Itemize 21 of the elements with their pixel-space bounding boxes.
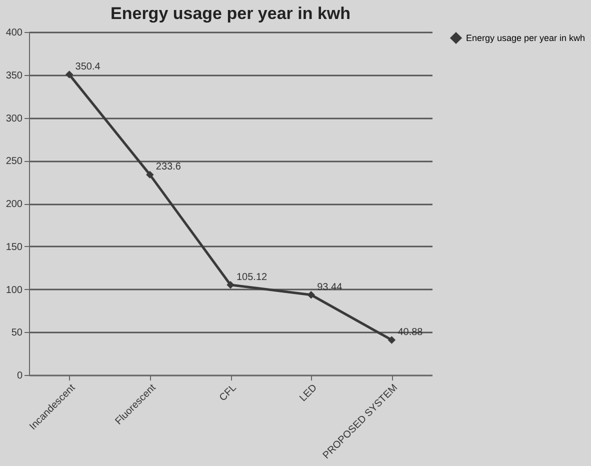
point xyxy=(307,291,315,299)
data-label: 105.12 xyxy=(236,272,268,283)
point xyxy=(226,280,234,289)
point xyxy=(146,170,154,179)
x-tick-label: CFL xyxy=(218,382,240,404)
y-tick-label: 150 xyxy=(6,242,23,253)
y-tick-label: 100 xyxy=(6,284,23,296)
point xyxy=(388,336,396,344)
data-label: 350.4 xyxy=(75,62,101,73)
data-label: 233.6 xyxy=(156,162,182,173)
y-tick-label: 400 xyxy=(6,28,23,38)
point xyxy=(65,70,74,78)
y-tick-label: 300 xyxy=(6,113,23,124)
y-tick-label: 200 xyxy=(6,199,23,210)
y-tick-label: 250 xyxy=(6,156,23,168)
chart-title: Energy usage per year in kwh xyxy=(110,4,350,23)
legend-label: Energy usage per year in kwh xyxy=(466,33,586,43)
y-tick-label: 0 xyxy=(16,370,23,382)
y-tick-label: 350 xyxy=(6,70,23,82)
y-tick-label: 50 xyxy=(11,328,23,339)
x-tick-label: LED xyxy=(298,382,320,404)
